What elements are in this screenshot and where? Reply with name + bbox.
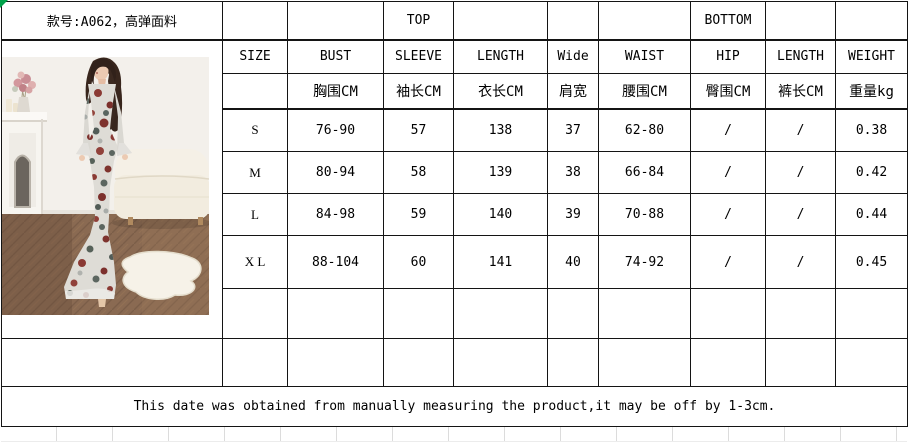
col-header-length2: LENGTH [765,39,836,74]
empty-row [1,338,908,387]
gridline-strip [1,427,907,442]
style-number-title: 款号:A062，高弹面料 [1,1,223,41]
cn-header-length2: 裤长CM [765,73,836,110]
col-header-hip: HIP [690,39,766,74]
wide-cell: 38 [547,151,599,194]
empty-cell [287,338,384,387]
weight-cell: 0.38 [835,108,908,152]
cn-header-bust: 胸围CM [287,73,384,110]
empty-cell [383,288,454,339]
length-cell: 141 [453,235,548,289]
empty-cell [547,1,599,41]
col-header-wide: Wide [547,39,599,74]
empty-cell [287,1,384,41]
cn-header-empty [222,73,288,110]
length2-cell: / [765,235,836,289]
col-header-bust: BUST [287,39,384,74]
product-photo [2,57,212,315]
empty-cell [765,338,836,387]
measurement-note: This date was obtained from manually mea… [1,386,908,427]
empty-cell [835,338,908,387]
size-cell: L [222,193,288,236]
empty-cell [222,1,288,41]
wide-cell: 37 [547,108,599,152]
model-photo-illustration [2,57,212,315]
empty-cell [547,338,599,387]
length2-cell: / [765,193,836,236]
length2-cell: / [765,151,836,194]
waist-cell: 62-80 [598,108,691,152]
waist-cell: 66-84 [598,151,691,194]
empty-cell [598,288,691,339]
cn-header-hip: 臀围CM [690,73,766,110]
sleeve-cell: 58 [383,151,454,194]
length2-cell: / [765,108,836,152]
empty-cell [547,288,599,339]
empty-cell [598,1,691,41]
empty-cell [1,338,223,387]
group-header-top: TOP [383,1,454,41]
empty-cell [287,288,384,339]
cn-header-weight: 重量kg [835,73,908,110]
bust-cell: 76-90 [287,108,384,152]
corner-marker-icon [0,0,8,8]
size-cell: M [222,151,288,194]
hip-cell: / [690,108,766,152]
empty-cell [453,288,548,339]
col-header-weight: WEIGHT [835,39,908,74]
empty-cell [690,288,766,339]
hip-cell: / [690,151,766,194]
weight-cell: 0.42 [835,151,908,194]
cn-header-sleeve: 袖长CM [383,73,454,110]
wide-cell: 40 [547,235,599,289]
col-header-sleeve: SLEEVE [383,39,454,74]
empty-cell [222,288,288,339]
hip-cell: / [690,193,766,236]
size-cell: S [222,108,288,152]
empty-cell [765,288,836,339]
wide-cell: 39 [547,193,599,236]
empty-cell [453,1,548,41]
bust-cell: 80-94 [287,151,384,194]
empty-cell [835,1,908,41]
sleeve-cell: 60 [383,235,454,289]
bust-cell: 84-98 [287,193,384,236]
col-header-length: LENGTH [453,39,548,74]
weight-cell: 0.45 [835,235,908,289]
length-cell: 140 [453,193,548,236]
weight-cell: 0.44 [835,193,908,236]
empty-cell [765,1,836,41]
size-cell: X L [222,235,288,289]
table-row-s: S 76-90 57 138 37 62-80 / / 0.38 [2,108,908,152]
sleeve-cell: 57 [383,108,454,152]
note-row: This date was obtained from manually mea… [1,386,908,427]
empty-cell [835,288,908,339]
col-header-size: SIZE [222,39,288,74]
empty-cell [453,338,548,387]
empty-cell [383,338,454,387]
waist-cell: 74-92 [598,235,691,289]
table-row-xl: X L 88-104 60 141 40 74-92 / / 0.45 [2,235,908,289]
group-header-bottom: BOTTOM [690,1,766,41]
empty-cell [598,338,691,387]
bust-cell: 88-104 [287,235,384,289]
table-row-l: L 84-98 59 140 39 70-88 / / 0.44 [2,193,908,236]
cn-header-length: 衣长CM [453,73,548,110]
sleeve-cell: 59 [383,193,454,236]
length-cell: 139 [453,151,548,194]
cn-header-waist: 腰围CM [598,73,691,110]
empty-cell [690,338,766,387]
empty-cell [222,338,288,387]
cn-header-wide: 肩宽 [547,73,599,110]
waist-cell: 70-88 [598,193,691,236]
col-header-waist: WAIST [598,39,691,74]
hip-cell: / [690,235,766,289]
length-cell: 138 [453,108,548,152]
